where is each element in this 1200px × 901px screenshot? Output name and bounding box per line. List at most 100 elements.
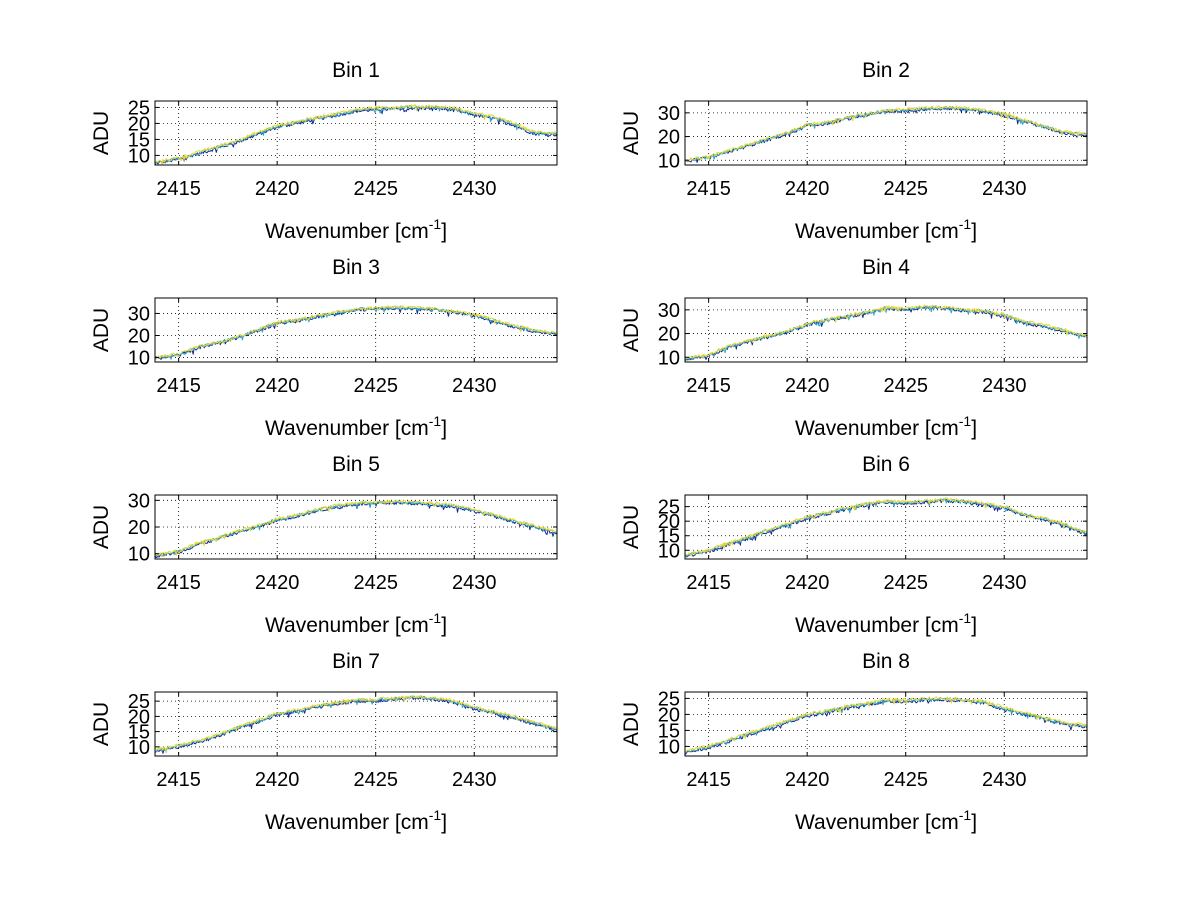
x-axis-label: Wavenumber [cm-1] [795,610,977,637]
x-axis-label: Wavenumber [cm-1] [265,216,447,243]
x-tick-label: 2415 [156,375,201,397]
x-tick-label: 2425 [353,178,398,200]
y-tick-label: 10 [128,544,150,566]
x-tick-label: 2415 [686,178,731,200]
y-tick-label: 20 [128,706,150,728]
panel-bin-5: Bin 5 2415 2420 2425 2430 10 20 30 ADU Wavenumber… [90,453,558,637]
y-tick-label: 15 [658,720,680,742]
x-tick-label: 2430 [982,769,1027,791]
x-tick-label: 2430 [452,572,497,594]
x-axis-label: Wavenumber [cm-1] [795,413,977,440]
x-axis-label-superscript: -1 [429,413,442,429]
y-axis-label: ADU [90,505,113,549]
x-tick-label: 2425 [353,375,398,397]
x-axis-label-end: ] [441,220,447,243]
series-line-1 [154,306,558,360]
series-line-1 [684,698,1088,755]
x-tick-label: 2420 [785,769,830,791]
series-line-2 [684,697,1088,754]
x-tick-label: 2415 [156,769,201,791]
x-axis-label-end: ] [971,614,977,637]
x-tick-label: 2420 [785,375,830,397]
series-line-2 [684,305,1088,361]
y-tick-label: 15 [128,722,150,744]
panel-title: Bin 1 [332,59,380,82]
y-axis-label: ADU [90,308,113,352]
series-line-1 [684,106,1088,163]
y-axis-label: ADU [620,111,643,155]
series-line-2 [684,498,1088,557]
x-tick-label: 2430 [982,178,1027,200]
x-axis-label: Wavenumber [cm-1] [795,807,977,834]
y-tick-label: 10 [658,150,680,172]
x-axis-label-end: ] [971,220,977,243]
panel-title: Bin 5 [332,453,380,476]
y-axis-label: ADU [90,111,113,155]
panel-title: Bin 6 [862,453,910,476]
x-tick-label: 2425 [353,769,398,791]
x-tick-label: 2420 [255,769,300,791]
y-tick-label: 20 [658,704,680,726]
x-axis-label-superscript: -1 [959,413,972,429]
x-axis-label-text: Wavenumber [cm [795,614,959,637]
x-axis-label: Wavenumber [cm-1] [265,610,447,637]
x-tick-label: 2430 [452,769,497,791]
x-axis-label-end: ] [441,417,447,440]
x-tick-label: 2430 [452,178,497,200]
x-axis-label-superscript: -1 [429,216,442,232]
x-tick-label: 2425 [883,769,928,791]
x-tick-label: 2430 [982,572,1027,594]
x-axis-label-superscript: -1 [429,610,442,626]
series-line-3 [684,497,1088,556]
series-line-3 [684,304,1088,359]
x-axis-label-superscript: -1 [959,610,972,626]
x-axis-label: Wavenumber [cm-1] [795,216,977,243]
x-tick-label: 2415 [156,572,201,594]
y-tick-label: 15 [128,129,150,151]
y-axis-label: ADU [90,702,113,746]
series-line-2 [684,106,1087,163]
series-line-1 [684,498,1088,558]
series-line-2 [154,500,558,557]
y-tick-label: 30 [128,490,150,512]
x-axis-label-end: ] [971,811,977,834]
y-axis-label: ADU [620,702,643,746]
x-axis-label-end: ] [441,614,447,637]
series-line-3 [154,499,558,557]
y-tick-label: 20 [128,326,150,348]
x-tick-label: 2415 [686,572,731,594]
x-axis-label-superscript: -1 [959,216,972,232]
y-tick-label: 15 [658,526,680,548]
series-line-3 [684,696,1088,753]
series-line-2 [154,105,558,166]
y-tick-label: 20 [658,324,680,346]
x-axis-label-text: Wavenumber [cm [795,811,959,834]
y-tick-label: 10 [128,348,150,370]
x-tick-label: 2425 [883,572,928,594]
y-tick-label: 20 [658,127,680,149]
y-tick-label: 20 [128,517,150,539]
axes-frame [684,691,1088,757]
y-axis-label: ADU [620,308,643,352]
x-axis-label-text: Wavenumber [cm [795,417,959,440]
series-line-2 [154,695,558,753]
x-tick-label: 2415 [686,769,731,791]
x-axis-label-end: ] [971,417,977,440]
y-tick-label: 10 [658,347,680,369]
x-axis-label-superscript: -1 [429,807,442,823]
x-tick-label: 2425 [883,178,928,200]
y-tick-label: 10 [658,736,680,758]
y-tick-label: 30 [128,303,150,325]
axes-frame [684,100,1088,166]
x-axis-label-end: ] [441,811,447,834]
x-axis-label-text: Wavenumber [cm [265,220,429,243]
series-line-3 [154,305,558,359]
y-tick-label: 20 [128,113,150,135]
x-axis-label-superscript: -1 [959,807,972,823]
series-line-3 [154,104,558,165]
